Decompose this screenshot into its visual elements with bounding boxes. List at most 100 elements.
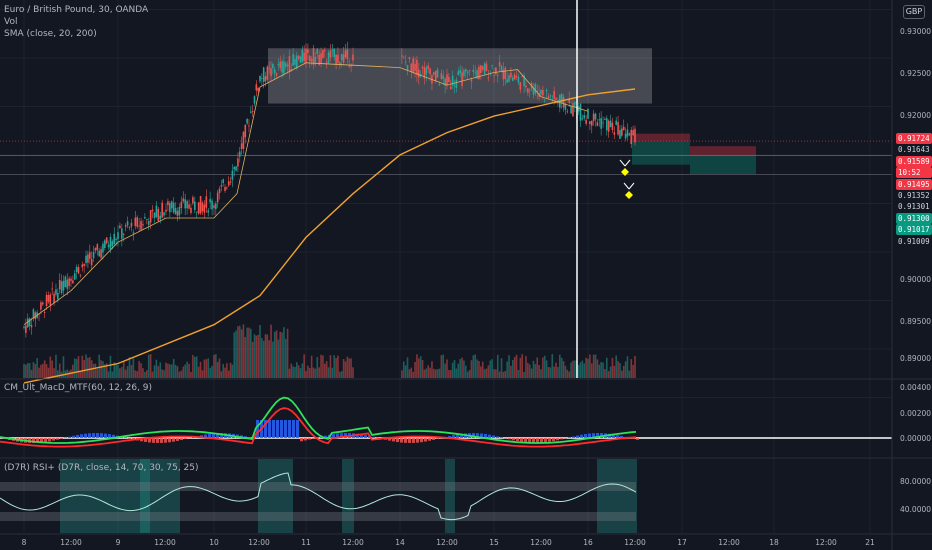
macd-histogram-bar <box>416 438 419 443</box>
volume-bar <box>598 364 601 378</box>
sma-legend[interactable]: SMA (close, 20, 200) <box>4 29 97 39</box>
candle-body <box>169 203 171 213</box>
macd-histogram-bar <box>540 438 543 443</box>
volume-bar <box>495 369 497 378</box>
candle-body <box>504 67 507 80</box>
candle-body <box>583 115 586 119</box>
volume-bar <box>513 356 516 378</box>
candle-body <box>259 75 261 82</box>
volume-bar <box>272 341 274 378</box>
macd-histogram-bar <box>572 436 575 438</box>
candle-body <box>493 74 495 76</box>
candle-body <box>553 91 555 99</box>
macd-histogram-bar <box>420 438 423 443</box>
macd-histogram-bar <box>620 435 623 438</box>
symbol-legend[interactable]: Euro / British Pound, 30, OANDA <box>4 5 149 15</box>
candle-body <box>157 208 160 221</box>
volume-bar <box>195 356 198 378</box>
candle-body <box>626 129 629 137</box>
candle-body <box>178 206 181 216</box>
grid <box>0 0 892 533</box>
candle-body <box>53 293 55 304</box>
volume-bar <box>115 363 117 378</box>
candle-body <box>487 77 490 79</box>
time-axis-tick: 16 <box>583 538 593 547</box>
volume-bar <box>589 354 591 378</box>
volume-bar <box>500 358 503 378</box>
macd-histogram-bar <box>552 438 555 442</box>
volume-bar <box>465 365 467 378</box>
candle-body <box>619 130 621 139</box>
candle-body <box>611 122 614 130</box>
currency-badge[interactable]: GBP <box>903 5 925 19</box>
volume-bar <box>142 368 144 378</box>
volume-bar <box>273 331 276 378</box>
volume-bar <box>324 363 326 378</box>
volume-bar <box>224 367 226 378</box>
candle-body <box>147 221 150 225</box>
candle-body <box>449 86 452 89</box>
candle-body <box>111 241 114 247</box>
macd-histogram-bar <box>576 435 579 438</box>
candle-body <box>186 201 188 209</box>
macd-histogram-bar <box>404 438 407 443</box>
macd-legend[interactable]: CM_Ult_MacD_MTF(60, 12, 26, 9) <box>4 383 153 393</box>
candle-body <box>32 309 35 319</box>
volume-bar <box>109 355 112 378</box>
candle-body <box>513 74 516 80</box>
time-axis-tick: 11 <box>301 538 311 547</box>
candle-body <box>327 52 330 64</box>
candle-body <box>66 279 69 289</box>
candle-body <box>209 199 211 203</box>
candle-body <box>279 61 282 68</box>
macd-histogram-bar <box>484 433 487 438</box>
volume-bar <box>314 368 317 378</box>
candle-body <box>589 121 591 125</box>
volume-bar <box>209 367 211 378</box>
volume-bar <box>410 367 413 378</box>
candle-body <box>581 118 584 120</box>
volume-bar <box>165 362 167 378</box>
volume-bar <box>412 371 414 378</box>
candle-body <box>294 59 296 65</box>
candle-body <box>233 166 236 170</box>
volume-bar <box>259 324 261 378</box>
macd-histogram-bar <box>524 438 527 443</box>
volume-bar <box>579 362 582 378</box>
volume-bar <box>284 338 287 378</box>
time-axis-tick: 12:00 <box>815 538 837 547</box>
macd-histogram-bar <box>100 433 103 438</box>
candle-body <box>283 61 285 74</box>
volume-bar <box>57 370 59 378</box>
candle-body <box>115 238 117 241</box>
candle-body <box>348 65 351 67</box>
volume-bar <box>184 364 186 378</box>
candle-body <box>324 50 326 52</box>
volume-legend[interactable]: Vol <box>4 17 18 27</box>
macd-histogram-bar <box>428 438 431 441</box>
volume-bar <box>308 367 311 378</box>
volume-bar <box>32 362 35 378</box>
candle-body <box>412 58 414 73</box>
volume-bar <box>534 364 537 378</box>
volume-bar <box>275 330 278 378</box>
macd-histogram-bar <box>108 434 111 438</box>
volume-bar <box>81 355 84 378</box>
candle-body <box>555 97 557 100</box>
candle-body <box>117 232 119 240</box>
candle-body <box>433 72 435 75</box>
macd-histogram-bar <box>556 438 559 441</box>
rsi-legend[interactable]: (D7R) RSI+ (D7R, close, 14, 70, 30, 75, … <box>4 463 199 473</box>
candle-body <box>527 88 529 93</box>
sma-200-line <box>23 88 636 384</box>
candle-body <box>68 278 70 287</box>
candle-body <box>81 264 84 268</box>
candle-body <box>170 201 173 209</box>
candle-body <box>75 267 78 273</box>
candle-body <box>577 106 580 112</box>
candle-body <box>478 66 480 80</box>
macd-histogram-bar <box>528 438 531 443</box>
candle-body <box>634 128 636 143</box>
volume-bar <box>331 367 334 378</box>
